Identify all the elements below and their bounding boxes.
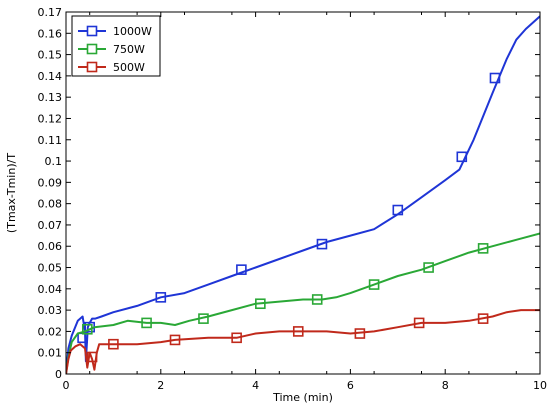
legend-item: 1000W <box>78 25 152 38</box>
data-point-marker <box>255 298 266 310</box>
y-tick-label: 0.07 <box>38 219 63 232</box>
legend-swatch-marker <box>86 61 98 73</box>
x-tick-label: 2 <box>157 379 164 392</box>
data-point-marker <box>311 294 323 305</box>
legend-item: 750W <box>78 43 145 56</box>
x-tick-label: 8 <box>442 379 449 392</box>
legend-label: 750W <box>113 43 145 56</box>
y-tick-label: 0.04 <box>38 283 63 296</box>
data-point-marker <box>368 279 380 290</box>
series-line <box>66 309 540 374</box>
y-tick-label: 0.12 <box>38 112 63 125</box>
data-point-marker <box>231 332 242 344</box>
series-line <box>66 232 540 374</box>
x-tick-label: 6 <box>347 379 354 392</box>
legend-label: 500W <box>113 61 145 74</box>
y-tick-label: 0.1 <box>45 155 63 168</box>
series-500W <box>66 309 540 374</box>
data-point-marker <box>423 262 434 273</box>
data-point-marker <box>141 317 152 329</box>
series-750W <box>66 232 540 374</box>
y-tick-label: 0.17 <box>38 6 63 19</box>
data-point-marker <box>82 323 93 335</box>
data-point-marker <box>316 238 328 250</box>
data-point-marker <box>477 243 489 254</box>
x-tick-label: 4 <box>252 379 259 392</box>
x-tick-label: 0 <box>63 379 70 392</box>
data-point-marker <box>354 328 366 339</box>
y-tick-label: 0.05 <box>38 262 63 275</box>
y-tick-label: 0.06 <box>38 240 63 253</box>
data-point-marker <box>108 338 119 350</box>
plot-frame <box>65 11 541 375</box>
data-point-marker <box>477 313 489 324</box>
data-point-marker <box>292 326 304 337</box>
legend-label: 1000W <box>113 25 152 38</box>
legend-item: 500W <box>78 61 145 74</box>
data-point-marker <box>155 292 167 303</box>
y-axis: 0 0.01 0.02 0.03 0.04 0.05 0.06 0.07 0.08 0.09 0.1… <box>38 6 540 381</box>
y-tick-label: 0.15 <box>38 49 63 62</box>
data-point-marker <box>456 151 468 163</box>
data-point-marker <box>236 264 247 275</box>
data-point-marker <box>169 334 181 346</box>
y-tick-label: 0.09 <box>38 176 63 189</box>
data-point-marker <box>489 72 501 84</box>
legend-swatch-marker <box>86 43 98 55</box>
data-point-marker <box>198 313 209 324</box>
y-tick-label: 0.16 <box>38 27 63 40</box>
legend-swatch-marker <box>86 25 98 37</box>
y-tick-label: 0.08 <box>38 198 63 211</box>
y-tick-label: 0.11 <box>38 134 63 147</box>
y-tick-label: 0.03 <box>38 304 63 317</box>
series-1000W <box>66 15 540 374</box>
data-point-marker <box>392 204 404 216</box>
data-point-marker <box>86 351 98 363</box>
series-layer <box>66 15 540 374</box>
x-axis: 0 2 4 6 8 10 <box>63 12 547 392</box>
y-tick-label: 0.13 <box>38 91 63 104</box>
legend: 1000W 750W 500W <box>71 15 161 77</box>
y-axis-title: (Tmax-Tmin)/T <box>5 153 18 233</box>
x-tick-label: 10 <box>533 379 547 392</box>
y-tick-label: 0.14 <box>38 70 63 83</box>
data-point-marker <box>413 317 425 329</box>
y-tick-label: 0.01 <box>38 347 63 360</box>
x-axis-title: Time (min) <box>272 391 333 404</box>
y-tick-label: 0.02 <box>38 325 63 338</box>
y-tick-label: 0 <box>55 368 62 381</box>
